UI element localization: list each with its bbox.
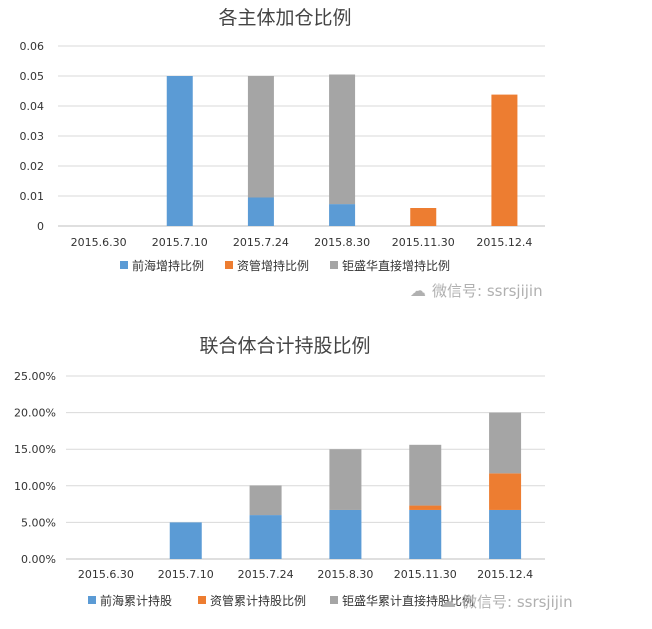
x-tick-label: 2015.7.10 [158,568,214,581]
x-tick-label: 2015.8.30 [317,568,373,581]
watermark-text: 微信号: ssrsjijin [432,282,543,300]
bar [489,509,522,559]
bar [166,76,193,226]
y-tick-label: 5.00% [21,516,56,529]
chart-total-holding: 联合体合计持股比例 0.00% 5.00% 10.00% 15.00% 20.00% 25… [14,335,545,608]
legend-swatch [198,596,206,604]
bar [329,74,356,205]
bar [489,412,522,474]
legend-swatch [330,596,338,604]
watermark-text: 微信号: ssrsjijin [462,593,573,611]
bars [166,74,518,226]
x-tick-label: 2015.11.30 [394,568,457,581]
bar [409,444,442,506]
y-tick-label: 0.00% [21,553,56,566]
x-tick-label: 2015.6.30 [71,236,127,249]
x-tick-label: 2015.7.24 [238,568,294,581]
bar [247,76,274,198]
bar [329,449,362,510]
x-tick-label: 2015.8.30 [314,236,370,249]
x-tick-label: 2015.12.4 [477,568,533,581]
bar [249,485,282,516]
x-tick-label: 2015.12.4 [476,236,532,249]
y-tick-label: 25.00% [14,370,56,383]
y-tick-label: 0.04 [20,100,45,113]
y-tick-label: 15.00% [14,443,56,456]
bar [409,505,442,510]
y-tick-label: 20.00% [14,407,56,420]
bar [410,208,437,226]
y-tick-label: 0.01 [20,190,45,203]
legend-label: 资管累计持股比例 [210,593,306,608]
legend: 前海增持比例 资管增持比例 钜盛华直接增持比例 [120,258,450,273]
legend-label: 前海增持比例 [132,258,204,273]
chart-title: 各主体加仓比例 [218,7,351,29]
bar [329,509,362,559]
legend-label: 钜盛华直接增持比例 [342,258,450,273]
wechat-icon: ☁ [440,592,456,611]
bar [169,522,202,559]
watermark-2: ☁ 微信号: ssrsjijin [440,592,573,611]
y-tick-label: 0.02 [20,160,45,173]
y-axis: 0 0.01 0.02 0.03 0.04 0.05 0.06 [20,40,45,233]
legend: 前海累计持股 资管累计持股比例 钜盛华累计直接持股比例 [88,593,474,608]
legend-swatch [120,261,128,269]
legend-swatch [330,261,338,269]
y-tick-label: 0.05 [20,70,45,83]
wechat-icon: ☁ [410,281,426,300]
legend-swatch [88,596,96,604]
x-tick-label: 2015.6.30 [78,568,134,581]
y-tick-label: 0 [37,220,44,233]
chart-add-ratio: 各主体加仓比例 0 0.01 0.02 0.03 0.04 0.05 0.06 2015.6… [20,7,545,273]
x-tick-label: 2015.7.10 [152,236,208,249]
y-tick-label: 0.03 [20,130,45,143]
chart-title: 联合体合计持股比例 [199,335,370,357]
bar [329,204,356,226]
bar [249,515,282,559]
y-tick-label: 0.06 [20,40,45,53]
bar [409,509,442,559]
x-tick-label: 2015.7.24 [233,236,289,249]
bar [247,197,274,226]
legend-label: 钜盛华累计直接持股比例 [342,593,474,608]
bars [169,412,522,559]
legend-label: 前海累计持股 [100,593,172,608]
legend-swatch [225,261,233,269]
y-tick-label: 10.00% [14,480,56,493]
watermark-1: ☁ 微信号: ssrsjijin [410,281,543,300]
bar [489,473,522,510]
y-axis: 0.00% 5.00% 10.00% 15.00% 20.00% 25.00% [14,370,56,566]
legend-label: 资管增持比例 [237,258,309,273]
grid [66,375,545,560]
bar [491,94,518,226]
x-axis: 2015.6.30 2015.7.10 2015.7.24 2015.8.30 2015… [71,236,533,249]
grid [58,45,545,227]
x-axis: 2015.6.30 2015.7.10 2015.7.24 2015.8.30 2015… [78,568,533,581]
x-tick-label: 2015.11.30 [392,236,455,249]
